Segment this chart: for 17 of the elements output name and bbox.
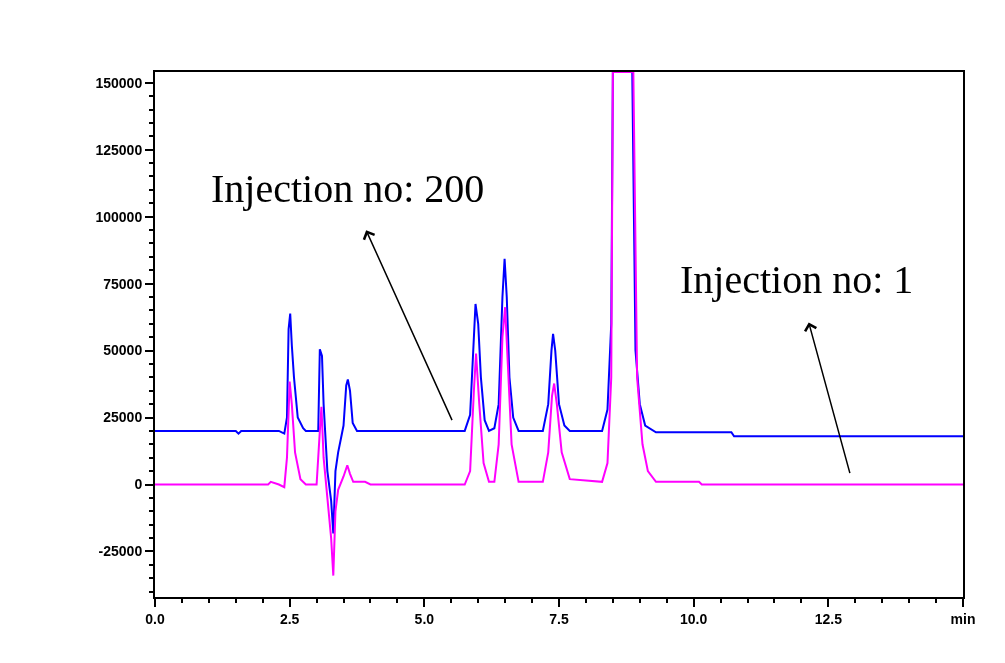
x-tick-label: min (950, 610, 976, 627)
y-tick-label: 50000 (103, 342, 143, 359)
annotation: Injection no: 200 (211, 166, 485, 211)
y-tick-label: 25000 (103, 409, 143, 426)
annotation: Injection no: 1 (680, 257, 914, 302)
y-tick-label: 125000 (95, 141, 143, 158)
y-tick-label: 100000 (95, 208, 143, 225)
x-tick-label: 7.5 (549, 610, 569, 627)
y-tick-label: 75000 (103, 275, 143, 292)
x-tick-label: 0.0 (145, 610, 165, 627)
x-tick-label: 10.0 (680, 610, 708, 627)
y-tick-label: 150000 (95, 74, 143, 91)
x-tick-label: 2.5 (279, 610, 300, 627)
y-tick-label: 0 (134, 476, 143, 493)
y-tick-label: -25000 (98, 543, 143, 560)
x-tick-label: 5.0 (414, 610, 435, 627)
x-tick-label: 12.5 (814, 610, 843, 627)
